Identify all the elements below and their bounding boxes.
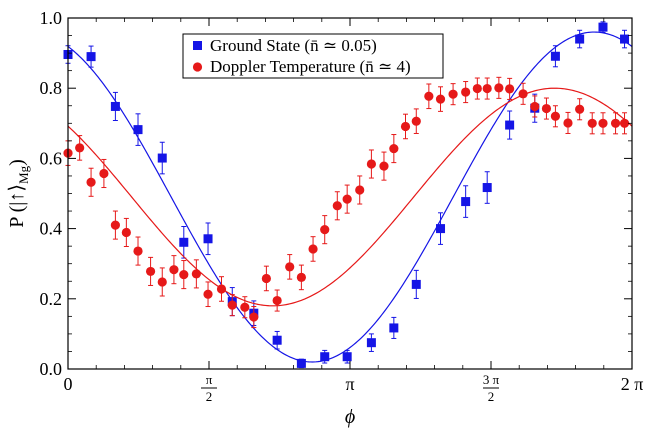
data-point-circle — [121, 227, 131, 238]
data-point-circle — [133, 246, 143, 256]
data-point-circle — [75, 143, 85, 153]
fit-curve-series-1 — [67, 87, 633, 307]
data-point-square — [272, 335, 282, 345]
data-point-circle — [563, 118, 573, 128]
data-point-circle — [157, 277, 167, 287]
data-point-circle — [494, 83, 504, 93]
legend-label-doppler: Doppler Temperature (n̄ ≃ 4) — [210, 57, 411, 76]
data-point-circle — [308, 244, 318, 254]
data-point-circle — [285, 262, 295, 272]
data-point-circle — [99, 168, 109, 179]
data-point-circle — [296, 272, 306, 282]
data-point-circle — [332, 201, 342, 211]
x-tick-label-numerator: π — [206, 372, 213, 387]
data-point-square — [342, 352, 352, 362]
legend: Ground State (n̄ ≃ 0.05) Doppler Tempera… — [182, 33, 444, 79]
data-point-circle — [203, 289, 213, 299]
data-point-square — [157, 153, 167, 163]
y-tick-label: 0.6 — [40, 148, 63, 168]
y-tick-label: 1.0 — [40, 8, 63, 28]
data-point-circle — [216, 284, 227, 294]
data-point-circle — [472, 83, 482, 94]
data-point-square — [320, 352, 330, 362]
data-point-circle — [355, 185, 365, 195]
data-point-circle — [179, 269, 189, 280]
data-point-circle — [598, 118, 608, 128]
data-point-square — [482, 183, 492, 193]
data-point-circle — [424, 91, 434, 101]
data-point-square — [110, 101, 120, 111]
data-point-circle — [587, 118, 597, 128]
data-point-square — [133, 125, 143, 135]
data-point-circle — [320, 225, 330, 235]
data-point-circle — [379, 161, 389, 171]
x-tick-label: π — [345, 374, 354, 394]
data-point-circle — [145, 266, 156, 277]
y-axis-title-close: ) — [6, 159, 28, 166]
y-tick-label: 0.2 — [40, 289, 63, 309]
data-point-circle — [342, 194, 352, 204]
data-point-circle — [366, 159, 376, 169]
legend-marker-doppler — [192, 62, 203, 72]
data-point-square — [436, 224, 446, 234]
data-point-circle — [249, 312, 259, 322]
data-point-circle — [227, 300, 237, 310]
data-point-circle — [461, 87, 471, 97]
legend-marker-ground-state — [193, 41, 202, 50]
series-layer — [63, 21, 633, 369]
data-point-circle — [411, 116, 421, 126]
data-point-circle — [272, 295, 282, 306]
data-point-square — [461, 197, 471, 207]
x-axis-title: ϕ — [345, 406, 355, 428]
data-point-circle — [610, 118, 621, 128]
data-point-circle — [619, 118, 630, 128]
data-point-square — [296, 358, 306, 368]
legend-box — [182, 33, 444, 79]
data-point-circle — [541, 103, 552, 114]
data-point-circle — [110, 220, 120, 230]
axis-ticks: 0.0 0.2 0.4 0.6 0.8 1.0 0 π 2 π 3 π 2 2 π — [40, 8, 644, 404]
x-tick-label-denominator: 2 — [488, 389, 495, 404]
data-point-square — [411, 279, 421, 289]
data-point-square — [179, 237, 189, 247]
data-point-circle — [448, 89, 458, 99]
data-point-circle — [261, 273, 271, 284]
data-point-circle — [191, 269, 201, 279]
data-point-square — [550, 51, 560, 61]
data-point-circle — [389, 143, 399, 154]
data-point-square — [86, 52, 96, 62]
x-tick-label-numerator: 3 π — [483, 372, 500, 387]
y-axis-title-main: P (|↑⟩ — [6, 184, 28, 228]
y-tick-label: 0.4 — [40, 219, 63, 239]
data-point-circle — [505, 84, 515, 94]
y-tick-label: 0.0 — [40, 359, 63, 379]
data-point-circle — [169, 265, 179, 275]
y-tick-label: 0.8 — [40, 78, 63, 98]
data-point-circle — [575, 104, 585, 114]
legend-label-ground-state: Ground State (n̄ ≃ 0.05) — [210, 36, 377, 55]
data-point-square — [203, 234, 213, 244]
data-point-square — [620, 34, 630, 44]
data-point-circle — [86, 177, 96, 187]
data-point-circle — [435, 94, 446, 104]
data-point-circle — [482, 83, 492, 94]
data-point-square — [366, 338, 376, 348]
y-axis-title-subscript: Mg — [16, 165, 31, 184]
x-tick-label-denominator: 2 — [206, 389, 213, 404]
data-point-circle — [240, 302, 250, 312]
x-tick-label: 2 π — [621, 374, 644, 394]
x-tick-label: 0 — [64, 374, 73, 394]
fit-curve-series-0 — [67, 31, 633, 363]
data-point-square — [575, 34, 585, 44]
y-axis-title: P (|↑⟩Mg) — [6, 159, 31, 228]
data-point-circle — [400, 121, 411, 132]
data-point-square — [389, 323, 399, 333]
data-point-square — [598, 22, 608, 32]
data-point-square — [505, 120, 515, 130]
data-point-circle — [518, 89, 528, 99]
data-point-circle — [530, 101, 540, 112]
data-point-circle — [550, 111, 561, 121]
